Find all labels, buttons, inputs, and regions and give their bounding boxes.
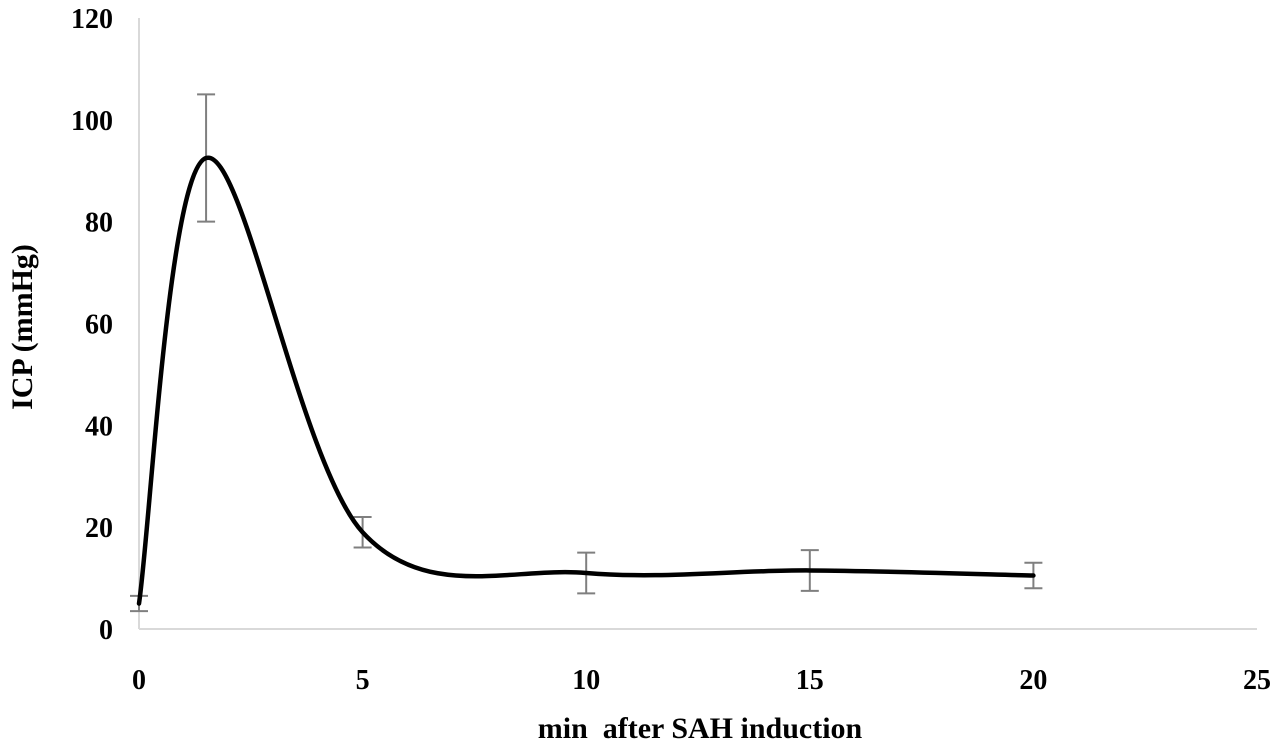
x-tick-label: 25 [1243,665,1271,696]
axes [138,18,1257,630]
y-tick-label: 0 [99,615,113,646]
x-tick-labels: 0 5 10 15 20 25 [132,665,1271,696]
y-tick-label: 100 [71,106,113,137]
y-tick-label: 20 [85,513,113,544]
x-tick-label: 10 [572,665,600,696]
y-tick-label: 40 [85,411,113,442]
x-tick-label: 0 [132,665,146,696]
x-tick-label: 5 [356,665,370,696]
y-axis-title: ICP (mmHg) [6,244,39,410]
y-tick-label: 60 [85,310,113,341]
y-tick-labels: 0 20 40 60 80 100 120 [71,4,113,646]
x-tick-label: 15 [796,665,824,696]
y-tick-label: 120 [71,4,113,35]
y-tick-label: 80 [85,208,113,239]
x-axis-title: min after SAH induction [538,712,863,744]
series-line [136,155,1036,606]
x-tick-label: 20 [1019,665,1047,696]
error-bars [130,93,1043,613]
